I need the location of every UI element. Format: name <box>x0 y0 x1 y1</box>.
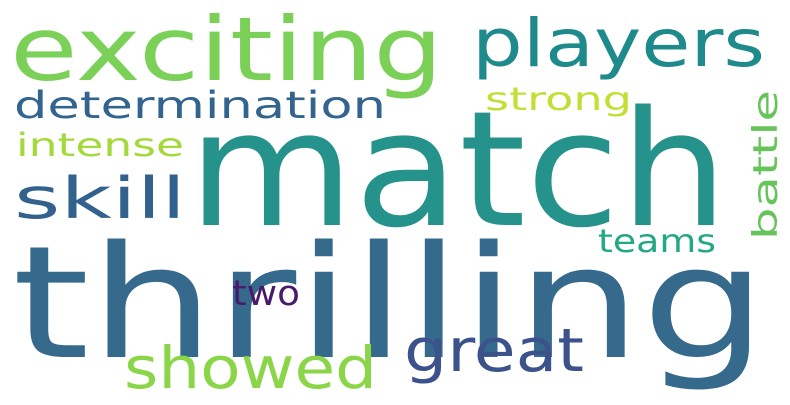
word-strong: strong <box>485 80 632 118</box>
word-great: great <box>404 316 584 386</box>
word-determination: determination <box>14 84 386 127</box>
word-battle: battle <box>746 90 786 240</box>
word-skill: skill <box>14 166 186 232</box>
word-players: players <box>472 5 765 82</box>
word-thrilling: thrilling <box>12 212 767 394</box>
word-two: two <box>232 274 300 314</box>
word-intense: intense <box>16 126 184 164</box>
word-exciting: exciting <box>10 0 443 101</box>
word-match: match <box>188 76 728 263</box>
word-showed: showed <box>124 334 377 402</box>
word-teams: teams <box>598 222 716 260</box>
